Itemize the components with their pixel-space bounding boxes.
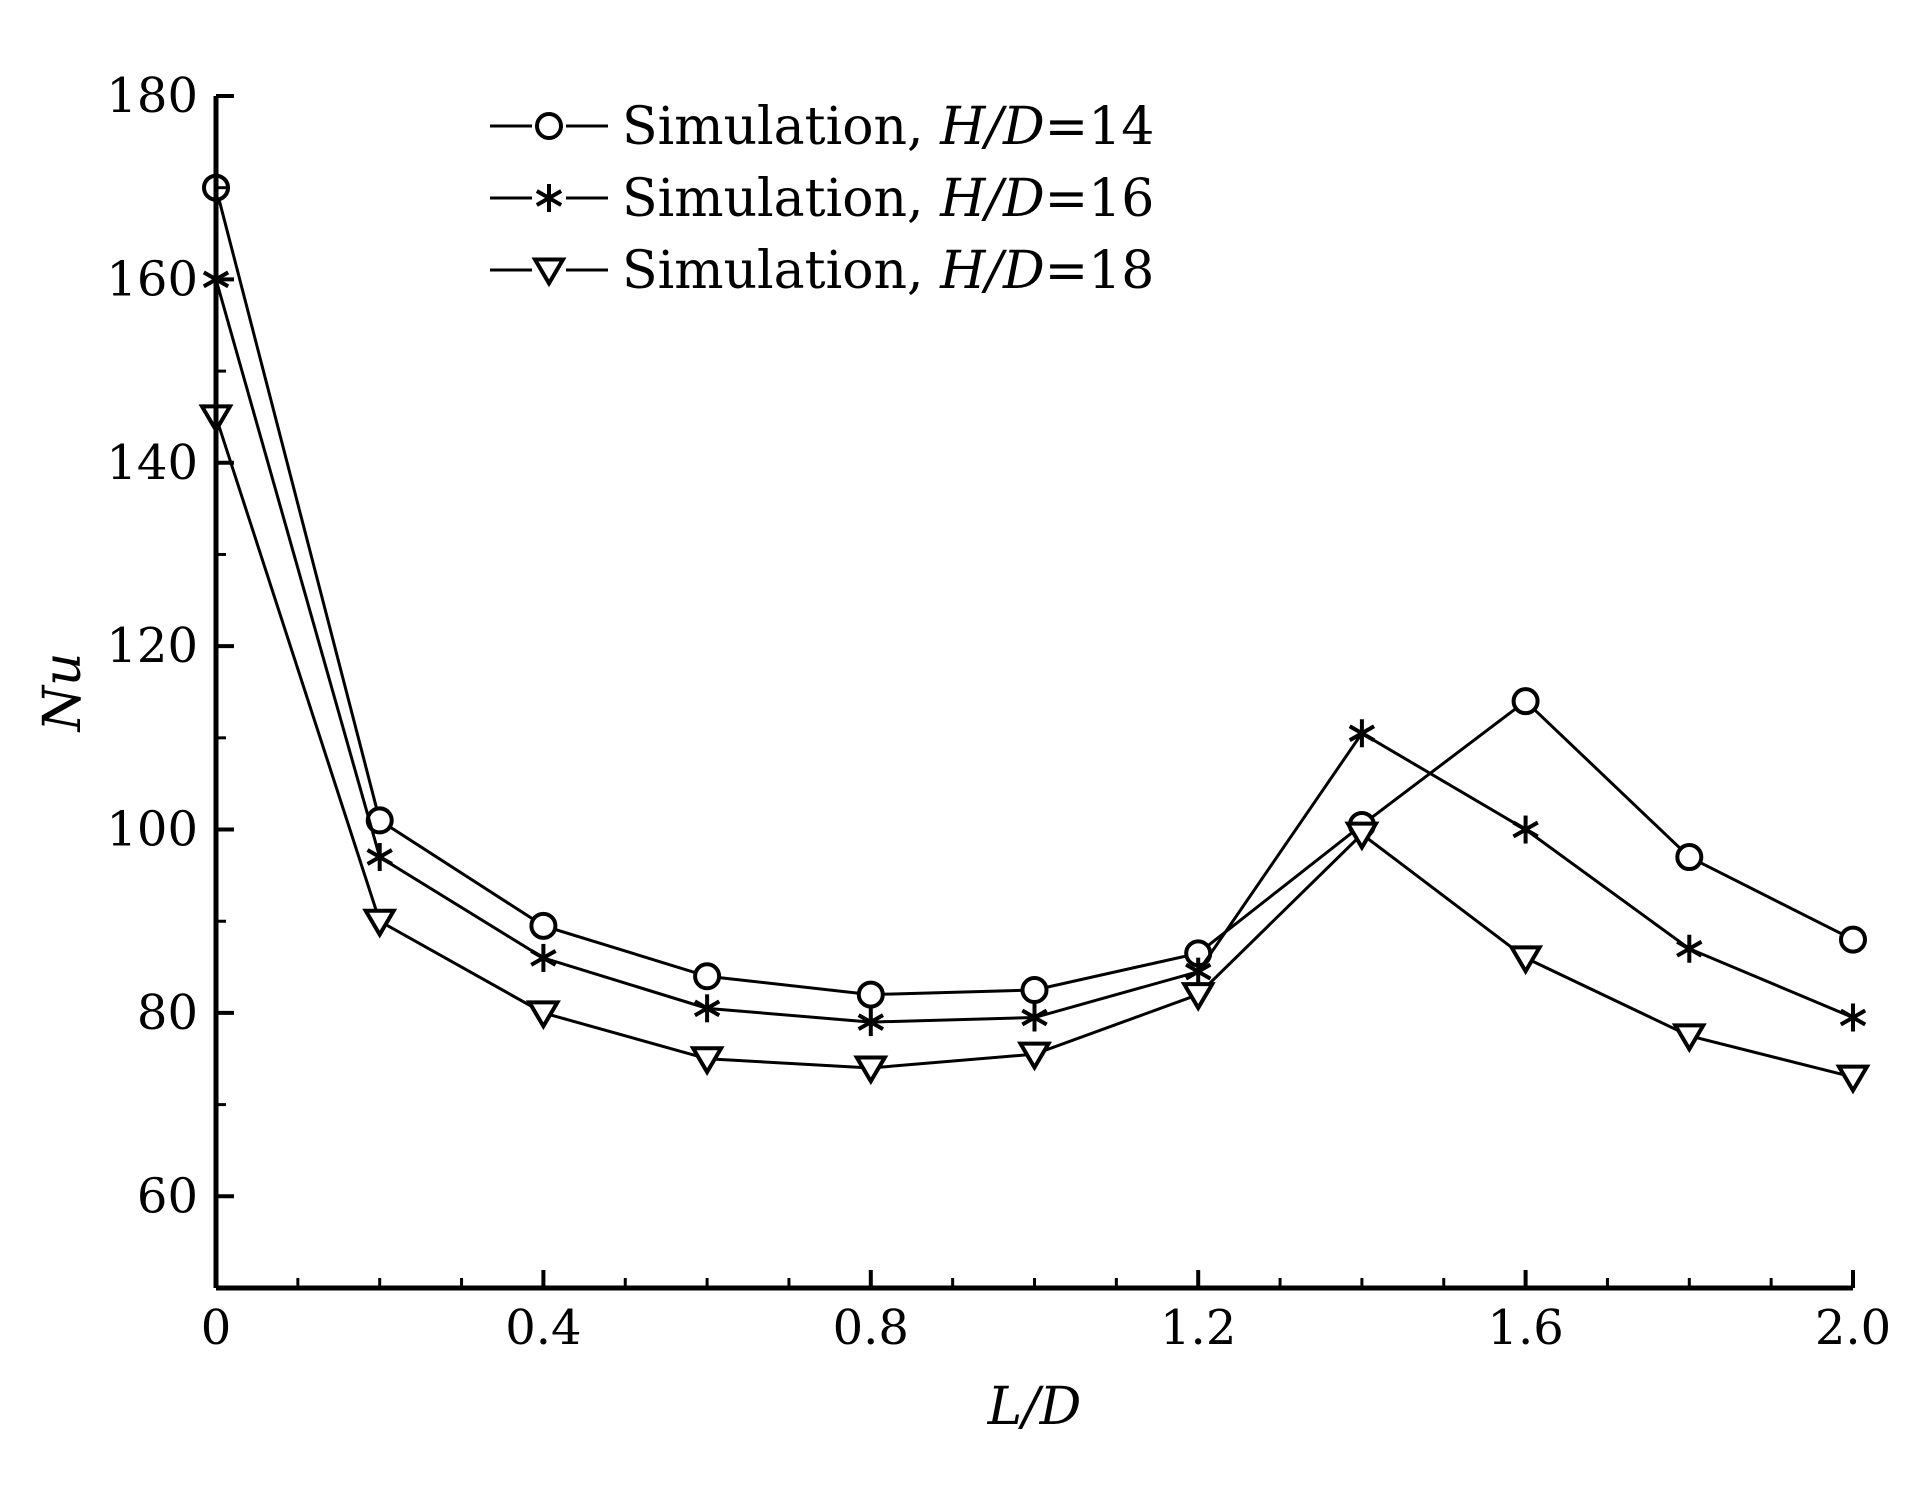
y-tick-label: 60 (137, 1168, 198, 1224)
legend-marker (535, 112, 563, 140)
data-point (1512, 815, 1539, 844)
y-tick-label: 140 (106, 435, 198, 491)
data-point (856, 980, 885, 1009)
legend-label: Simulation, H/D=18 (622, 241, 1154, 301)
data-point (362, 908, 398, 939)
data-point (693, 962, 722, 991)
legend-marker (535, 184, 563, 212)
legend-label: Simulation, H/D=16 (622, 169, 1154, 229)
y-axis-label: Nu (33, 653, 93, 734)
data-point (1180, 982, 1216, 1012)
data-point (530, 943, 557, 972)
data-point (1675, 843, 1704, 872)
data-point (525, 1000, 561, 1031)
y-tick-label: 80 (137, 985, 198, 1041)
legend-entry: Simulation, H/D=14 (490, 97, 1154, 157)
series-line (214, 187, 1854, 997)
data-point (853, 1055, 889, 1086)
data-point (365, 806, 394, 835)
y-tick-label: 180 (106, 68, 198, 124)
data-point (857, 1008, 884, 1037)
data-point (1511, 687, 1540, 716)
plot-area (198, 173, 1871, 1095)
data-point (1020, 976, 1049, 1004)
legend-label: Simulation, H/D=14 (622, 97, 1154, 157)
y-tick-label: 100 (106, 802, 198, 858)
data-point (1671, 1023, 1707, 1054)
legend-entry: Simulation, H/D=18 (490, 241, 1154, 301)
data-point (1839, 925, 1867, 954)
data-point (1021, 1003, 1048, 1032)
legend: Simulation, H/D=14 Simulation, H/D=16 Simu… (490, 97, 1154, 301)
data-point (1017, 1041, 1052, 1072)
data-point (366, 843, 393, 872)
x-tick-label: 0.4 (505, 1300, 581, 1356)
legend-entry: Simulation, H/D=16 (490, 169, 1154, 229)
x-tick-label: 2.0 (1815, 1300, 1891, 1356)
series-1 (202, 173, 1867, 1009)
y-tick-label: 160 (106, 251, 198, 307)
axes: L/D Nu 60 80 100 120 140 160 180 0 0.4 0.8 1.2 1.6 2… (33, 68, 1891, 1437)
data-point (689, 1046, 725, 1077)
data-point (1839, 1003, 1867, 1032)
series-2 (202, 265, 1867, 1037)
data-point (1344, 821, 1380, 852)
data-point (1348, 719, 1376, 748)
data-point (1676, 934, 1703, 963)
data-point (693, 994, 721, 1023)
data-point (1508, 945, 1544, 976)
x-tick-label: 0 (201, 1300, 232, 1356)
x-tick-label: 1.6 (1487, 1300, 1563, 1356)
legend-marker (531, 257, 567, 288)
data-point (1835, 1064, 1871, 1095)
data-point (1185, 957, 1212, 986)
x-tick-label: 0.8 (833, 1300, 909, 1356)
x-axis-label: L/D (987, 1377, 1082, 1437)
series-line (214, 278, 1854, 1024)
y-tick-label: 120 (106, 618, 198, 674)
x-tick-label: 1.2 (1160, 1300, 1236, 1356)
data-point (529, 911, 558, 940)
